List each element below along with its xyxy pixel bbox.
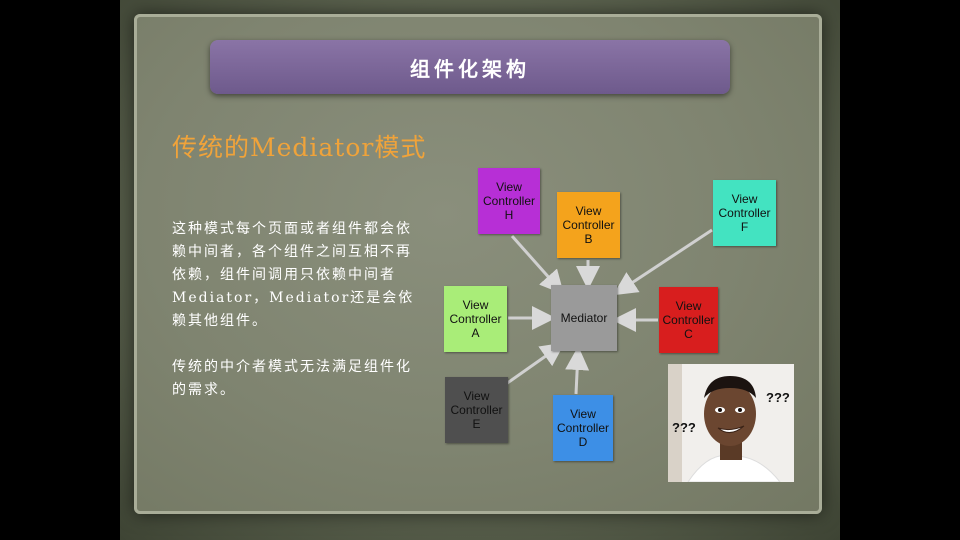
- paragraph-1: 这种模式每个页面或者组件都会依赖中间者，各个组件之间互相不再依赖，组件间调用只依…: [172, 221, 415, 329]
- view-controller-d: View Controller D: [553, 395, 613, 461]
- view-controller-b: View Controller B: [557, 192, 620, 258]
- title-banner: 组件化架构: [210, 40, 730, 94]
- view-controller-a: View Controller A: [444, 286, 507, 352]
- confused-face-illustration: [668, 364, 794, 482]
- question-marks-left: ???: [672, 420, 696, 435]
- paragraph-2: 传统的中介者模式无法满足组件化的需求。: [172, 359, 412, 398]
- arrow-d: [565, 346, 590, 395]
- arrow-h: [510, 235, 564, 295]
- arrow-f: [612, 228, 713, 296]
- question-marks-right: ???: [766, 390, 790, 405]
- view-controller-f: View Controller F: [713, 180, 776, 246]
- mediator-box: Mediator: [551, 285, 617, 351]
- view-controller-h: View Controller H: [478, 168, 540, 234]
- view-controller-e: View Controller E: [445, 377, 508, 443]
- section-subtitle: 传统的Mediator模式: [172, 133, 427, 162]
- confused-meme-image: ??? ???: [668, 364, 794, 482]
- arrow-e: [505, 342, 565, 386]
- slide-title: 组件化架构: [410, 56, 530, 81]
- view-controller-c: View Controller C: [659, 287, 718, 353]
- body-text: 这种模式每个页面或者组件都会依赖中间者，各个组件之间互相不再依赖，组件间调用只依…: [172, 218, 427, 425]
